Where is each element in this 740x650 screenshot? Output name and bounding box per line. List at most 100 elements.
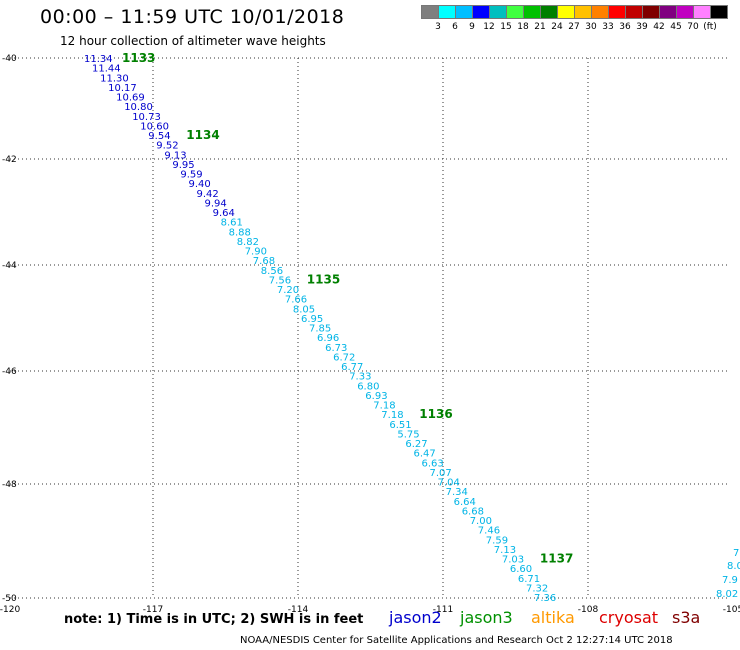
- satellite-jason2: jason2: [389, 608, 442, 627]
- lat-label: -48: [2, 480, 17, 490]
- lat-label: -50: [2, 594, 17, 604]
- lon-label: -114: [288, 605, 309, 615]
- wave-height-value: 11.30: [100, 73, 129, 84]
- wave-height-value: 9.13: [164, 150, 186, 161]
- wave-height-value: 7.34: [446, 487, 468, 498]
- wave-height-value: 7.03: [502, 555, 524, 566]
- scale-label: 6: [452, 22, 458, 32]
- orbit-number: 1134: [186, 128, 219, 142]
- wave-height-value: 7.: [733, 548, 740, 559]
- scale-label: 9: [469, 22, 475, 32]
- orbit-number: 1136: [419, 407, 452, 421]
- wave-height-value: 8.82: [237, 237, 259, 248]
- lat-label: -44: [2, 261, 17, 271]
- wave-height-value: 6.63: [422, 458, 444, 469]
- wave-height-value: 9.40: [189, 179, 211, 190]
- wave-height-value: 6.77: [341, 362, 363, 373]
- scale-label: 36: [619, 22, 631, 32]
- wave-height-value: 9.42: [197, 189, 219, 200]
- lat-label: -42: [2, 155, 17, 165]
- scale-label: 3: [435, 22, 441, 32]
- wave-height-value: 7.66: [285, 295, 307, 306]
- credit-line: NOAA/NESDIS Center for Satellite Applica…: [240, 635, 673, 646]
- wave-height-value: 6.80: [357, 381, 379, 392]
- wave-height-value: 8.88: [229, 227, 251, 238]
- wave-height-value: 5.75: [397, 429, 419, 440]
- lon-label: -111: [433, 605, 453, 615]
- wave-height-value: 9.95: [172, 160, 194, 171]
- wave-height-value: 9.94: [205, 198, 227, 209]
- wave-height-value: 6.96: [317, 333, 339, 344]
- satellite-cryosat: cryosat: [599, 608, 659, 627]
- wave-height-value: 7.90: [245, 247, 267, 258]
- wave-height-value: 10.73: [132, 112, 161, 123]
- lat-label: -40: [2, 54, 17, 64]
- satellite-jason3: jason3: [460, 608, 513, 627]
- wave-height-value: 9.52: [156, 141, 178, 152]
- wave-height-value: 6.95: [301, 314, 323, 325]
- wave-height-value: 6.72: [333, 352, 355, 363]
- wave-height-value: 8.61: [221, 218, 243, 229]
- wave-height-value: 6.47: [414, 449, 436, 460]
- wave-height-value: 7.20: [277, 285, 299, 296]
- wave-height-value: 9.54: [148, 131, 170, 142]
- wave-height-value: 10.17: [108, 83, 137, 94]
- wave-height-value: 11.44: [92, 64, 121, 75]
- scale-label: 21: [534, 22, 546, 32]
- wave-height-value: 8.0: [727, 561, 740, 572]
- scale-label: 18: [517, 22, 529, 32]
- wave-height-value: 8.05: [293, 304, 315, 315]
- footer-note: note: 1) Time is in UTC; 2) SWH is in fe…: [64, 612, 364, 627]
- wave-height-value: 7.18: [381, 410, 403, 421]
- scale-swatch: [710, 5, 728, 19]
- satellite-s3a: s3a: [672, 608, 701, 627]
- wave-height-value: 10.60: [140, 121, 169, 132]
- wave-height-value: 8.56: [261, 266, 283, 277]
- wave-height-value: 6.71: [518, 574, 540, 585]
- scale-label: 24: [551, 22, 563, 32]
- lon-label: -105: [723, 605, 740, 615]
- wave-height-value: 11.34: [84, 54, 113, 65]
- wave-height-value: 6.93: [365, 391, 387, 402]
- orbit-number: 1137: [540, 552, 573, 566]
- lat-label: -46: [2, 367, 17, 377]
- wave-height-value: 7.33: [349, 372, 371, 383]
- lon-label: -108: [578, 605, 599, 615]
- scale-label: 27: [568, 22, 580, 32]
- scale-label: 42: [653, 22, 665, 32]
- wave-height-value: 7.56: [269, 275, 291, 286]
- wave-height-value: 6.68: [462, 506, 484, 517]
- wave-height-value: 7.04: [438, 478, 460, 489]
- wave-height-value: 7.59: [486, 535, 508, 546]
- wave-height-value: 7.36: [534, 593, 556, 604]
- scale-label: 45: [670, 22, 682, 32]
- wave-height-value: 7.18: [373, 401, 395, 412]
- wave-height-value: 6.27: [405, 439, 427, 450]
- scale-label: (ft): [703, 22, 717, 32]
- wave-height-value: 10.80: [124, 102, 153, 113]
- wave-height-value: 7.13: [494, 545, 516, 556]
- wave-height-value: 10.69: [116, 93, 145, 104]
- wave-height-value: 7.46: [478, 526, 500, 537]
- scale-label: 33: [602, 22, 614, 32]
- map-subtitle: 12 hour collection of altimeter wave hei…: [60, 34, 326, 48]
- lon-label: -117: [143, 605, 163, 615]
- lon-label: -120: [0, 605, 20, 615]
- scale-label: 15: [500, 22, 512, 32]
- scale-label: 12: [483, 22, 495, 32]
- orbit-number: 1133: [122, 51, 155, 65]
- orbit-number: 1135: [307, 272, 340, 286]
- wave-height-value: 7.68: [253, 256, 275, 267]
- wave-height-value: 7.85: [309, 324, 331, 335]
- wave-height-value: 9.64: [213, 208, 235, 219]
- wave-height-value: 6.73: [325, 343, 347, 354]
- scale-label: 70: [687, 22, 699, 32]
- wave-height-value: 8.02: [716, 589, 738, 600]
- wave-height-value: 7.32: [526, 583, 548, 594]
- scale-label: 30: [585, 22, 597, 32]
- wave-height-value: 6.64: [454, 497, 476, 508]
- satellite-altika: altika: [531, 608, 575, 627]
- map-title: 00:00 – 11:59 UTC 10/01/2018: [40, 6, 345, 28]
- wave-height-value: 9.59: [180, 170, 202, 181]
- wave-height-value: 6.60: [510, 564, 532, 575]
